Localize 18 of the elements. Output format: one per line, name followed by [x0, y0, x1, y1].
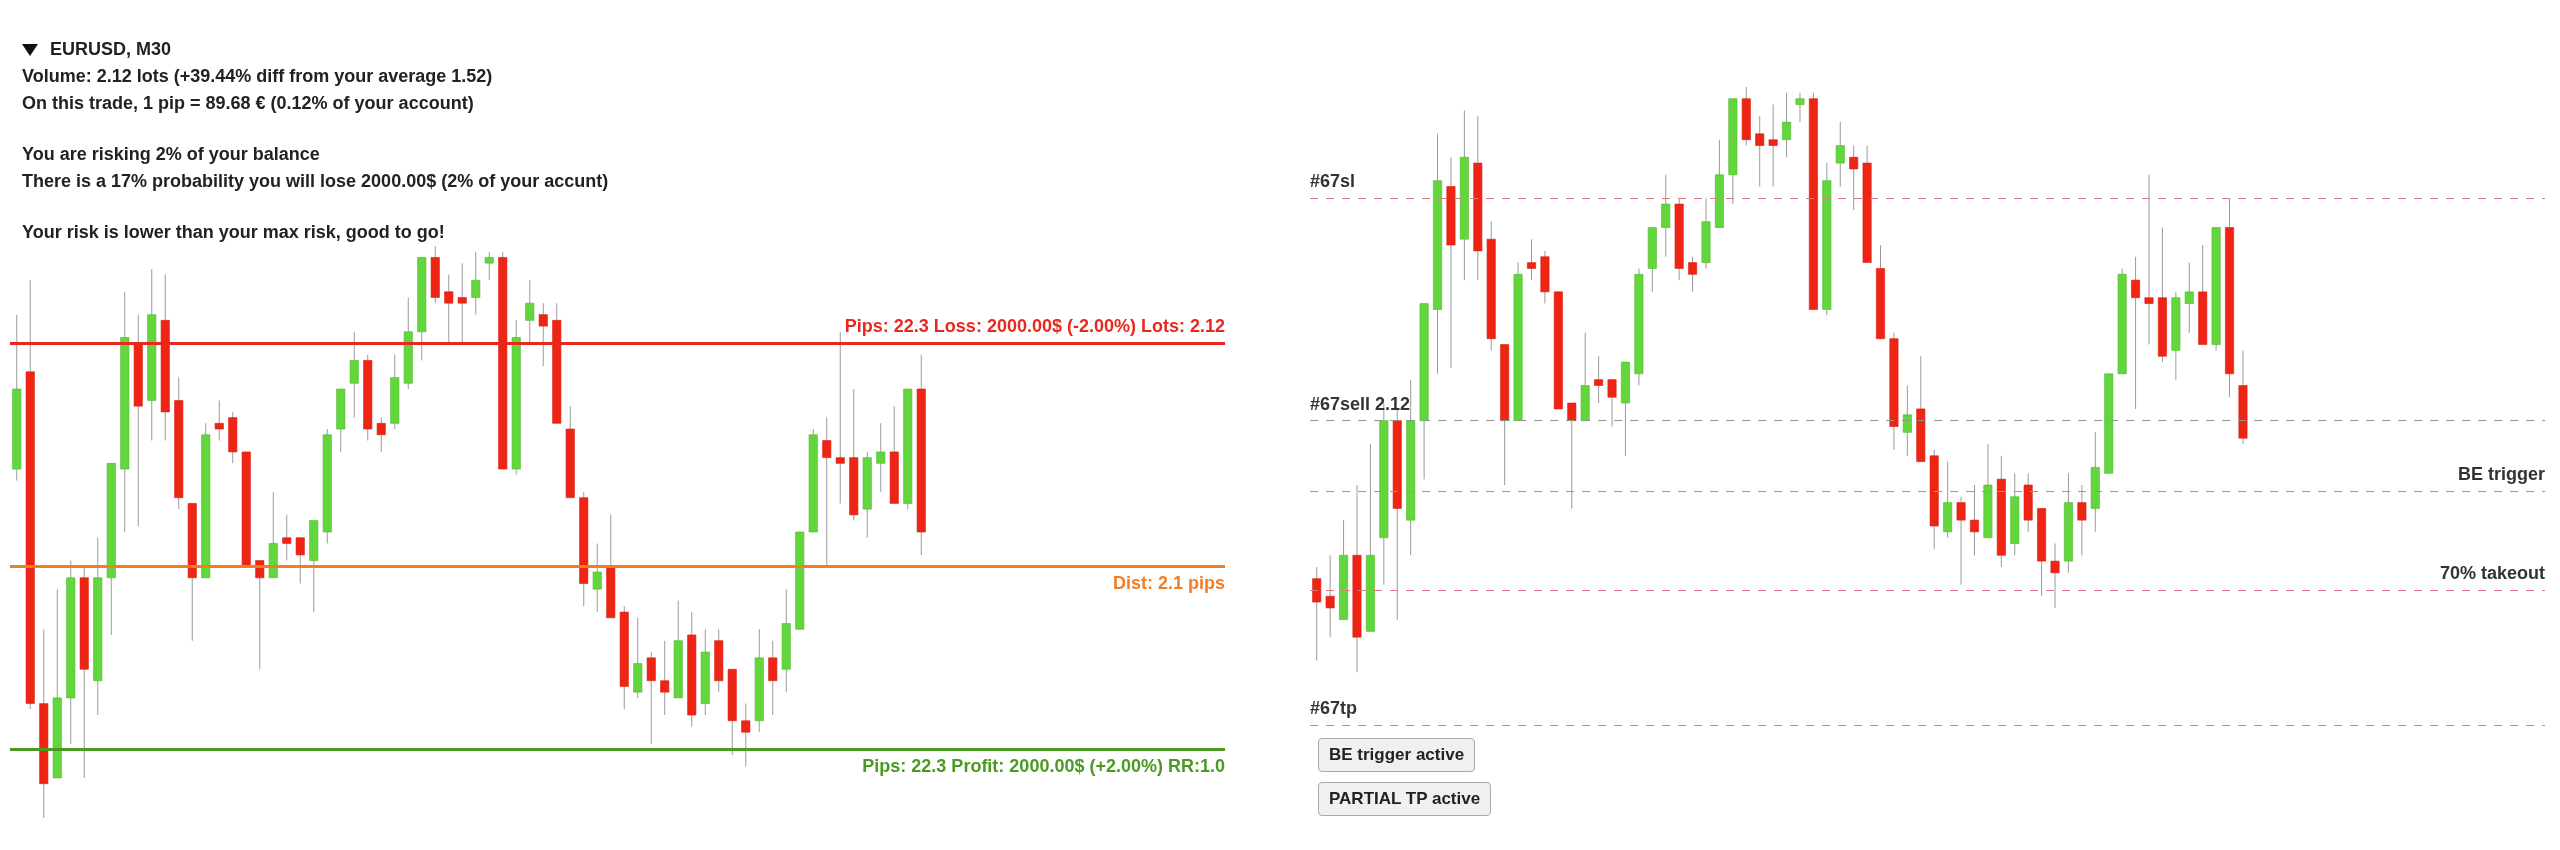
chart-title: EURUSD, M30: [50, 38, 172, 61]
text: Volume: 2.12 lots (+39.44% diff from your average 1.52): [22, 65, 494, 88]
ref-line-label: BE trigger: [2457, 463, 2545, 484]
text: Your risk is lower than your max risk, good to go!: [22, 221, 446, 244]
toggle-button: BE trigger active: [1318, 738, 1476, 772]
annotation: Pips: 22.3 Profit: 2000.00$ (+2.00%) RR:1.0: [862, 756, 1225, 777]
ref-line-label: #67tp: [1310, 698, 1358, 718]
candlestick: [2144, 174, 2154, 345]
ref-line-label: 70% takeout: [2439, 563, 2545, 584]
candlestick: [1768, 104, 1778, 187]
ref-line-label: #67sell 2.12: [1310, 393, 1411, 414]
ref-line-label: #67sl: [1310, 171, 1356, 192]
text: You are risking 2% of your balance: [22, 143, 321, 166]
text: On this trade, 1 pip = 89.68 € (0.12% of your account): [22, 92, 475, 115]
annotation: Pips: 22.3 Loss: 2000.00$ (-2.00%) Lots: 2.12: [844, 316, 1225, 337]
text: There is a 17% probability you will lose 2000.00$ (2% of your accunt): [22, 170, 609, 193]
annotation: Dist: 2.1 pips: [1112, 573, 1225, 594]
toggle-button: PARTIAL TP active: [1318, 782, 1492, 816]
